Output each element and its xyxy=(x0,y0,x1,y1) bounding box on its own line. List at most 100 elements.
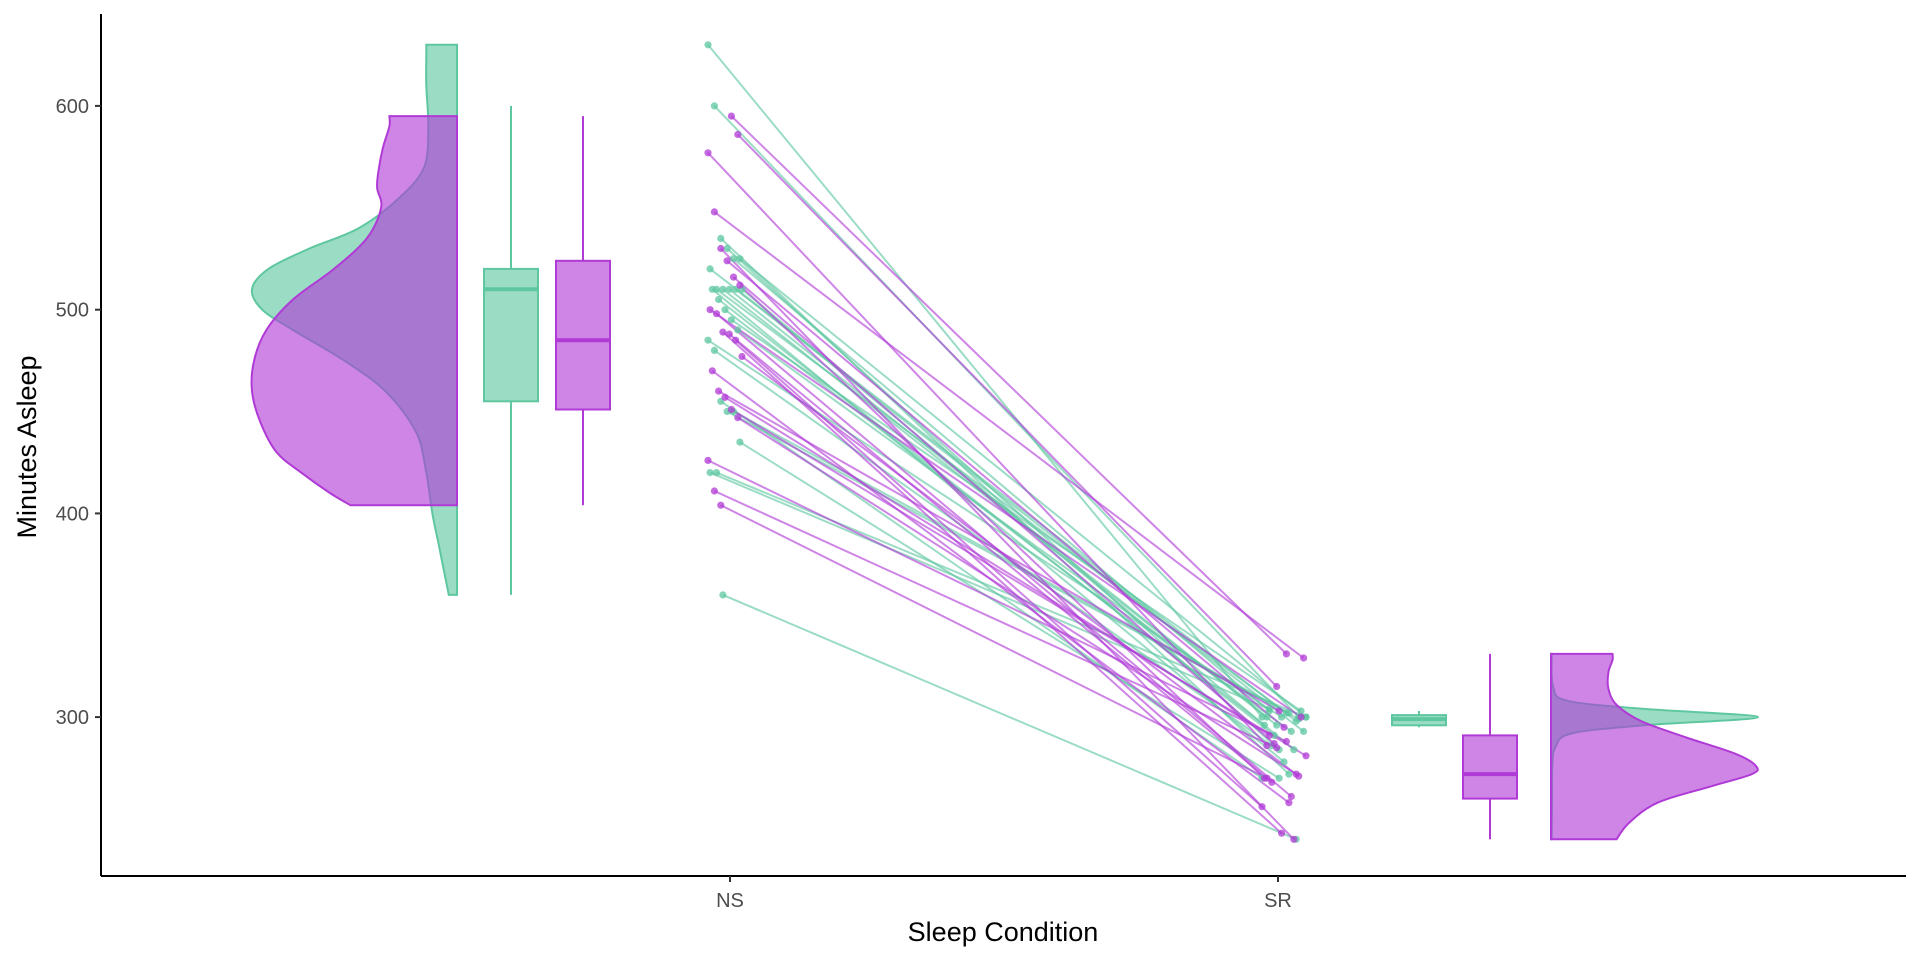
point-sr-green-22 xyxy=(1275,774,1283,782)
point-sr-purple-10 xyxy=(1278,829,1286,837)
pair-line-purple-10 xyxy=(722,331,1283,834)
point-sr-purple-17 xyxy=(1302,752,1310,760)
point-sr-purple-19 xyxy=(1282,737,1290,746)
point-ns-green-5 xyxy=(736,255,744,263)
point-sr-purple-1 xyxy=(1273,682,1281,691)
point-ns-green-23 xyxy=(706,469,714,477)
pair-line-purple-0 xyxy=(730,115,1288,655)
point-ns-purple-13 xyxy=(738,352,746,361)
point-ns-purple-10 xyxy=(719,328,727,336)
point-ns-green-8 xyxy=(719,285,727,293)
point-ns-purple-14 xyxy=(708,367,716,375)
y-tick-label-400: 400 xyxy=(56,503,89,525)
point-ns-purple-9 xyxy=(712,310,721,318)
pair-line-green-0 xyxy=(707,44,1263,718)
point-sr-green-16 xyxy=(1287,727,1295,736)
point-sr-purple-3 xyxy=(1300,654,1308,662)
point-ns-green-25 xyxy=(719,591,727,599)
point-sr-green-15 xyxy=(1297,707,1305,715)
point-ns-purple-8 xyxy=(706,306,714,314)
point-ns-green-24 xyxy=(712,469,721,477)
point-ns-green-15 xyxy=(727,316,736,324)
point-sr-green-12 xyxy=(1280,758,1288,766)
pair-line-purple-21 xyxy=(720,504,1268,780)
pair-line-purple-6 xyxy=(732,276,1275,745)
point-sr-green-17 xyxy=(1278,713,1286,721)
pair-line-purple-8 xyxy=(709,308,1302,718)
point-ns-green-2 xyxy=(717,234,725,242)
point-ns-purple-18 xyxy=(734,414,742,422)
x-tick-label-sr: SR xyxy=(1264,890,1292,912)
point-ns-green-17 xyxy=(704,336,712,344)
point-sr-purple-4 xyxy=(1290,835,1298,843)
point-ns-purple-21 xyxy=(717,501,725,509)
point-sr-purple-11 xyxy=(1268,778,1276,786)
point-ns-purple-15 xyxy=(715,387,723,395)
point-sr-green-8 xyxy=(1273,721,1281,729)
point-ns-purple-19 xyxy=(704,456,712,464)
point-ns-green-3 xyxy=(723,244,731,253)
density-sr-purple xyxy=(1550,652,1759,841)
pair-line-purple-2 xyxy=(707,152,1268,747)
point-ns-green-1 xyxy=(710,102,719,110)
paired-lines-layer xyxy=(707,44,1307,841)
boxplot-layer xyxy=(483,105,1518,840)
pair-line-purple-5 xyxy=(726,260,1285,729)
y-tick-label-300: 300 xyxy=(56,707,89,729)
x-tick-layer: NS SR xyxy=(716,876,1292,912)
point-ns-purple-17 xyxy=(727,405,736,414)
point-sr-purple-16 xyxy=(1265,731,1273,740)
pair-line-green-7 xyxy=(715,288,1287,714)
point-ns-purple-7 xyxy=(736,281,744,289)
density-layer xyxy=(250,43,1760,841)
point-ns-green-16 xyxy=(734,326,742,334)
box-ns-purple xyxy=(555,259,611,411)
point-ns-purple-5 xyxy=(723,257,731,265)
x-tick-label-ns: NS xyxy=(716,890,744,912)
point-sr-purple-0 xyxy=(1282,650,1290,658)
point-sr-purple-15 xyxy=(1275,707,1283,715)
point-ns-purple-4 xyxy=(717,244,725,253)
point-ns-green-18 xyxy=(710,346,719,354)
pair-line-purple-20 xyxy=(713,490,1278,749)
pair-line-purple-11 xyxy=(728,333,1273,784)
pair-line-green-23 xyxy=(709,471,1270,710)
pair-line-green-25 xyxy=(722,593,1297,841)
point-sr-purple-18 xyxy=(1292,770,1300,778)
point-ns-green-12 xyxy=(708,285,716,293)
point-ns-purple-20 xyxy=(710,487,719,495)
y-tick-layer: 300 400 500 600 xyxy=(56,96,101,729)
density-ns-purple xyxy=(250,115,458,507)
point-sr-green-21 xyxy=(1285,709,1293,717)
point-sr-green-10 xyxy=(1300,727,1308,736)
point-sr-green-9 xyxy=(1263,713,1271,721)
point-ns-purple-2 xyxy=(704,149,712,157)
pair-line-purple-3 xyxy=(713,211,1305,659)
point-ns-purple-0 xyxy=(727,112,736,120)
pair-line-green-11 xyxy=(741,288,1295,751)
y-axis-title: Minutes Asleep xyxy=(12,355,42,538)
point-sr-green-11 xyxy=(1290,746,1298,754)
point-ns-green-4 xyxy=(729,255,738,263)
y-tick-label-600: 600 xyxy=(56,96,89,118)
point-ns-purple-16 xyxy=(721,393,729,401)
pair-line-purple-19 xyxy=(707,459,1287,743)
pair-line-green-22 xyxy=(739,441,1280,780)
pair-line-purple-14 xyxy=(711,369,1290,804)
points-layer xyxy=(704,41,1310,843)
pair-line-purple-1 xyxy=(737,133,1278,688)
point-sr-purple-8 xyxy=(1297,713,1305,721)
point-ns-purple-11 xyxy=(725,330,733,338)
point-ns-purple-6 xyxy=(729,273,738,281)
pair-line-green-1 xyxy=(713,105,1300,718)
point-ns-purple-12 xyxy=(732,336,740,344)
point-sr-purple-14 xyxy=(1285,799,1293,807)
point-sr-green-14 xyxy=(1260,721,1268,729)
point-sr-purple-2 xyxy=(1263,742,1271,750)
pair-line-purple-13 xyxy=(741,355,1300,777)
point-sr-purple-9 xyxy=(1287,792,1295,801)
point-ns-green-6 xyxy=(706,265,714,273)
pair-line-purple-7 xyxy=(739,284,1266,779)
